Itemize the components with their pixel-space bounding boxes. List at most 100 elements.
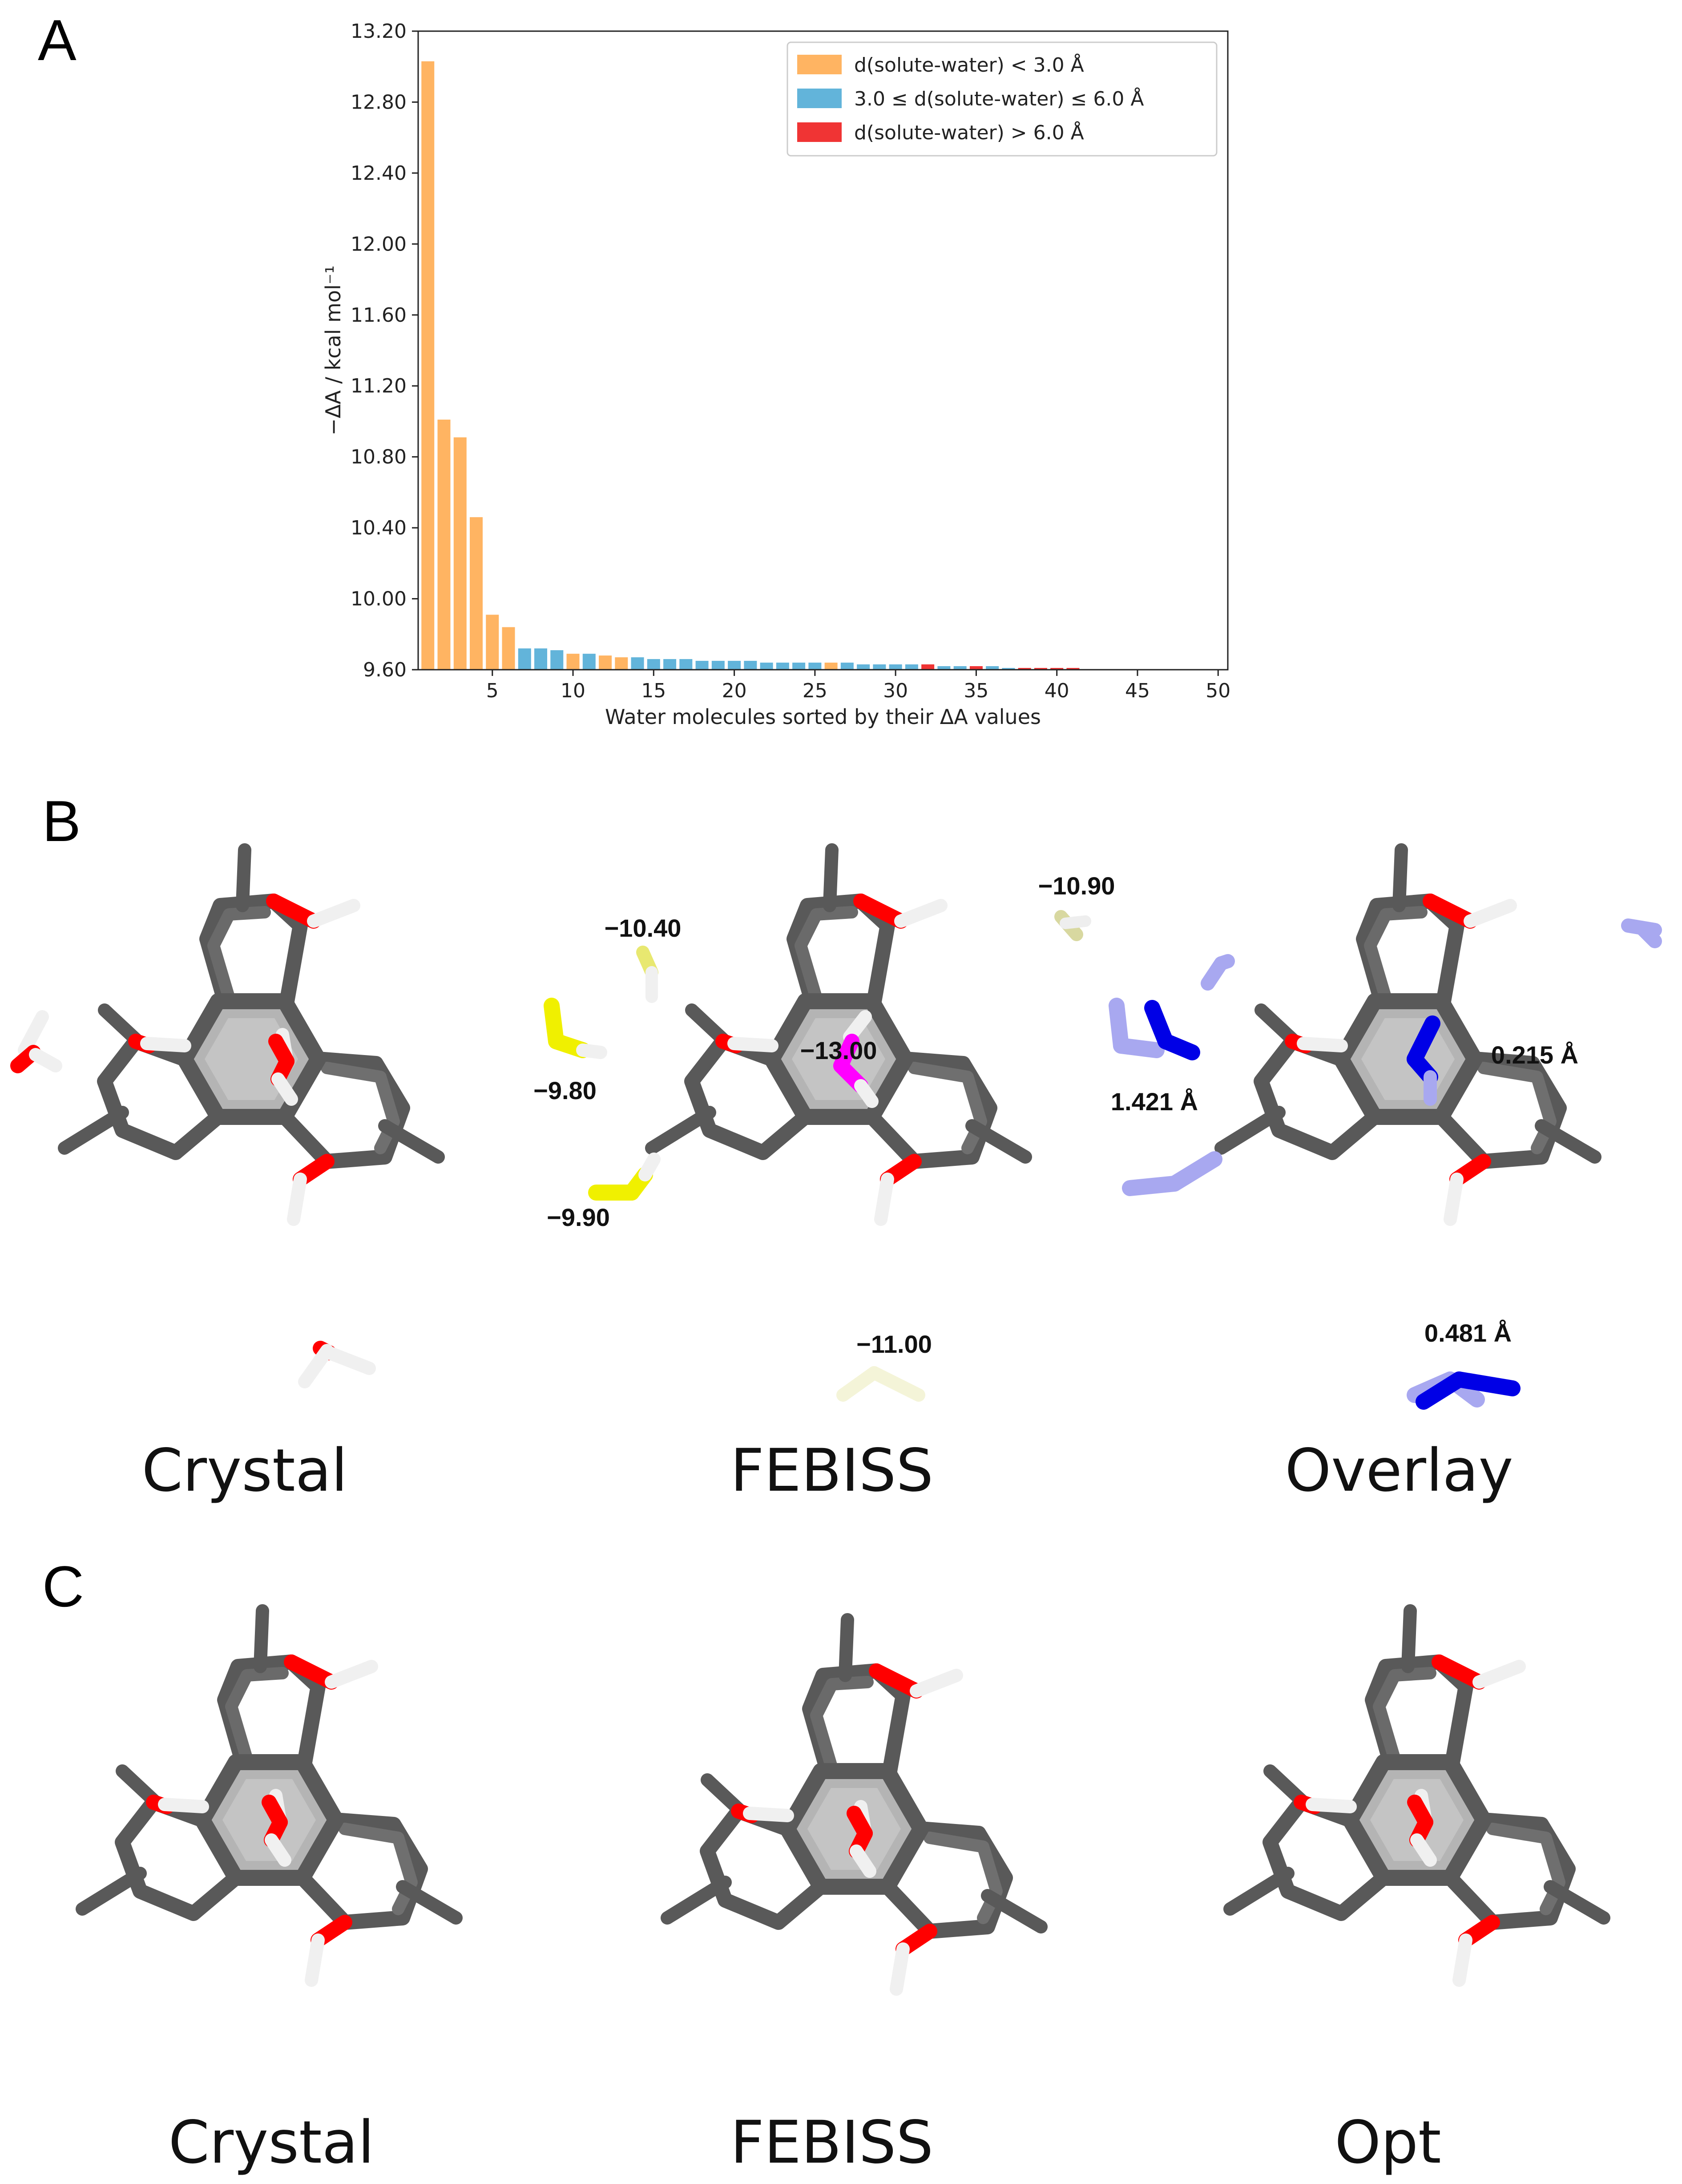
overlay-water-bottom (1407, 1371, 1521, 1410)
bar-40 (1050, 668, 1064, 670)
bar-32 (921, 664, 935, 670)
c-opt-molecule (1230, 1611, 1604, 1980)
bar-1 (421, 61, 435, 670)
crystal-water-left (10, 1010, 62, 1073)
panel-label-a: A (38, 8, 77, 73)
febiss-value-5: −9.90 (547, 1203, 610, 1231)
overlay-water-center (1407, 1015, 1440, 1106)
bar-20 (728, 661, 741, 670)
x-axis-label: Water molecules sorted by their ΔA value… (605, 705, 1041, 729)
x-tick-label: 30 (883, 679, 908, 702)
bar-chart: 5 10 15 20 25 30 35 40 45 50 9.60 10.00 10.40 10.80 11… (321, 20, 1230, 729)
bar-23 (776, 663, 789, 670)
bar-21 (744, 661, 757, 670)
overlay-water-left (1109, 998, 1200, 1060)
y-axis-label: −ΔA / kcal mol⁻¹ (321, 265, 345, 435)
febiss-water-pale-top (1054, 910, 1091, 941)
b-caption-febiss: FEBISS (730, 1436, 933, 1505)
b-crystal-molecule (10, 850, 438, 1388)
y-tick-label: 10.00 (351, 588, 407, 611)
bar-24 (792, 663, 806, 670)
x-tick-label: 25 (803, 679, 827, 702)
y-tick-label: 10.80 (351, 446, 407, 469)
crystal-water-bottom (298, 1341, 376, 1388)
bar-13 (615, 657, 628, 670)
legend-label-1: 3.0 ≤ d(solute-water) ≤ 6.0 Å (854, 87, 1144, 110)
bar-39 (1034, 668, 1047, 670)
legend-swatch-2 (797, 122, 842, 142)
febiss-value-6: −11.00 (856, 1330, 932, 1358)
bar-4 (470, 517, 483, 670)
b-overlay-molecule (1109, 850, 1662, 1410)
y-tick-label: 12.40 (351, 162, 407, 185)
febiss-water-yellow-3 (588, 1153, 661, 1201)
bar-35 (969, 666, 983, 670)
febiss-value-1: −10.40 (605, 914, 682, 942)
bar-27 (840, 663, 854, 670)
x-tick-label: 40 (1045, 679, 1069, 702)
febiss-water-pale-bottom (836, 1366, 925, 1402)
y-tick-label: 10.40 (351, 517, 407, 539)
bar-19 (711, 661, 725, 670)
febiss-value-3: −13.00 (800, 1036, 877, 1064)
x-tick-label: 35 (964, 679, 988, 702)
y-tick-label: 11.20 (351, 375, 407, 397)
bar-28 (857, 664, 870, 670)
bar-15 (647, 659, 660, 670)
legend-swatch-1 (797, 89, 842, 108)
x-tick-label: 10 (561, 679, 585, 702)
y-tick-label: 12.00 (351, 233, 407, 255)
overlay-water-upper (1201, 954, 1235, 991)
bar-38 (1018, 668, 1031, 670)
febiss-value-2: −10.90 (1038, 872, 1115, 900)
c-crystal-molecule (82, 1611, 456, 1980)
bar-36 (986, 666, 999, 670)
legend-swatch-0 (797, 55, 842, 74)
bar-5 (486, 615, 499, 670)
febiss-water-center (833, 1010, 879, 1108)
bar-2 (437, 419, 451, 670)
bar-10 (566, 654, 580, 670)
b-caption-crystal: Crystal (142, 1436, 348, 1505)
overlay-water-lower-left (1122, 1151, 1222, 1196)
bar-29 (873, 664, 886, 670)
plot-frame (417, 30, 1229, 671)
bar-3 (453, 437, 467, 670)
x-tick-label: 5 (486, 679, 499, 702)
bar-41 (1066, 668, 1080, 670)
bar-16 (663, 659, 677, 670)
x-tick-label: 45 (1125, 679, 1150, 702)
c-caption-crystal: Crystal (169, 2108, 375, 2177)
bar-26 (824, 663, 838, 670)
bar-11 (582, 654, 596, 670)
bar-37 (1002, 668, 1015, 670)
y-tick-label: 12.80 (351, 91, 407, 113)
y-tick-label: 11.60 (351, 304, 407, 327)
overlay-water-far (1621, 918, 1662, 948)
bar-14 (631, 657, 644, 670)
bar-30 (889, 664, 902, 670)
febiss-water-yellow-1 (636, 946, 658, 1003)
overlay-distance-1: 0.215 Å (1491, 1041, 1578, 1069)
bar-33 (937, 666, 951, 670)
legend-box (787, 41, 1218, 157)
bar-22 (760, 663, 773, 670)
panel-label-b: B (42, 789, 81, 853)
bar-7 (518, 648, 531, 670)
overlay-distance-3: 0.481 Å (1424, 1319, 1512, 1347)
b-caption-overlay: Overlay (1285, 1436, 1513, 1505)
y-tick-label: 9.60 (363, 659, 407, 681)
c-caption-febiss: FEBISS (730, 2108, 933, 2177)
overlay-distance-2: 1.421 Å (1111, 1088, 1198, 1116)
bar-31 (905, 664, 918, 670)
bar-12 (599, 655, 612, 670)
x-tick-label: 15 (641, 679, 666, 702)
bar-18 (695, 661, 709, 670)
legend-label-2: d(solute-water) > 6.0 Å (854, 121, 1084, 144)
c-caption-opt: Opt (1335, 2108, 1441, 2177)
b-febiss-molecule (544, 850, 1091, 1402)
x-tick-label: 20 (722, 679, 747, 702)
febiss-water-yellow-2 (544, 998, 607, 1059)
bar-25 (808, 663, 822, 670)
